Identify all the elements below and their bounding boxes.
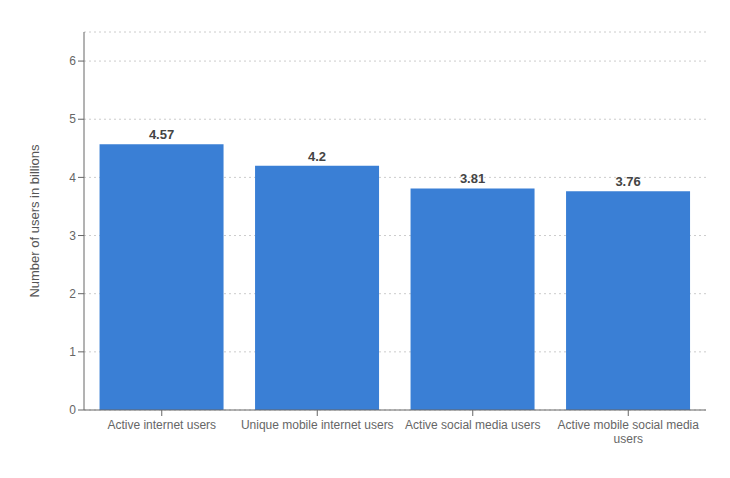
svg-text:Active internet users: Active internet users <box>107 418 216 432</box>
svg-text:4.57: 4.57 <box>149 127 174 142</box>
svg-text:3.81: 3.81 <box>460 171 485 186</box>
svg-text:4: 4 <box>69 171 76 185</box>
svg-text:4.2: 4.2 <box>308 149 326 164</box>
svg-text:Active mobile social mediauser: Active mobile social mediausers <box>558 418 700 446</box>
svg-text:6: 6 <box>69 54 76 68</box>
svg-text:2: 2 <box>69 287 76 301</box>
svg-text:Active social media users: Active social media users <box>405 418 540 432</box>
svg-text:3.76: 3.76 <box>615 174 640 189</box>
svg-text:Number of users in billions: Number of users in billions <box>27 144 42 298</box>
svg-text:1: 1 <box>69 345 76 359</box>
svg-text:0: 0 <box>69 403 76 417</box>
svg-text:3: 3 <box>69 229 76 243</box>
svg-text:Unique mobile internet users: Unique mobile internet users <box>241 418 394 432</box>
svg-text:5: 5 <box>69 112 76 126</box>
